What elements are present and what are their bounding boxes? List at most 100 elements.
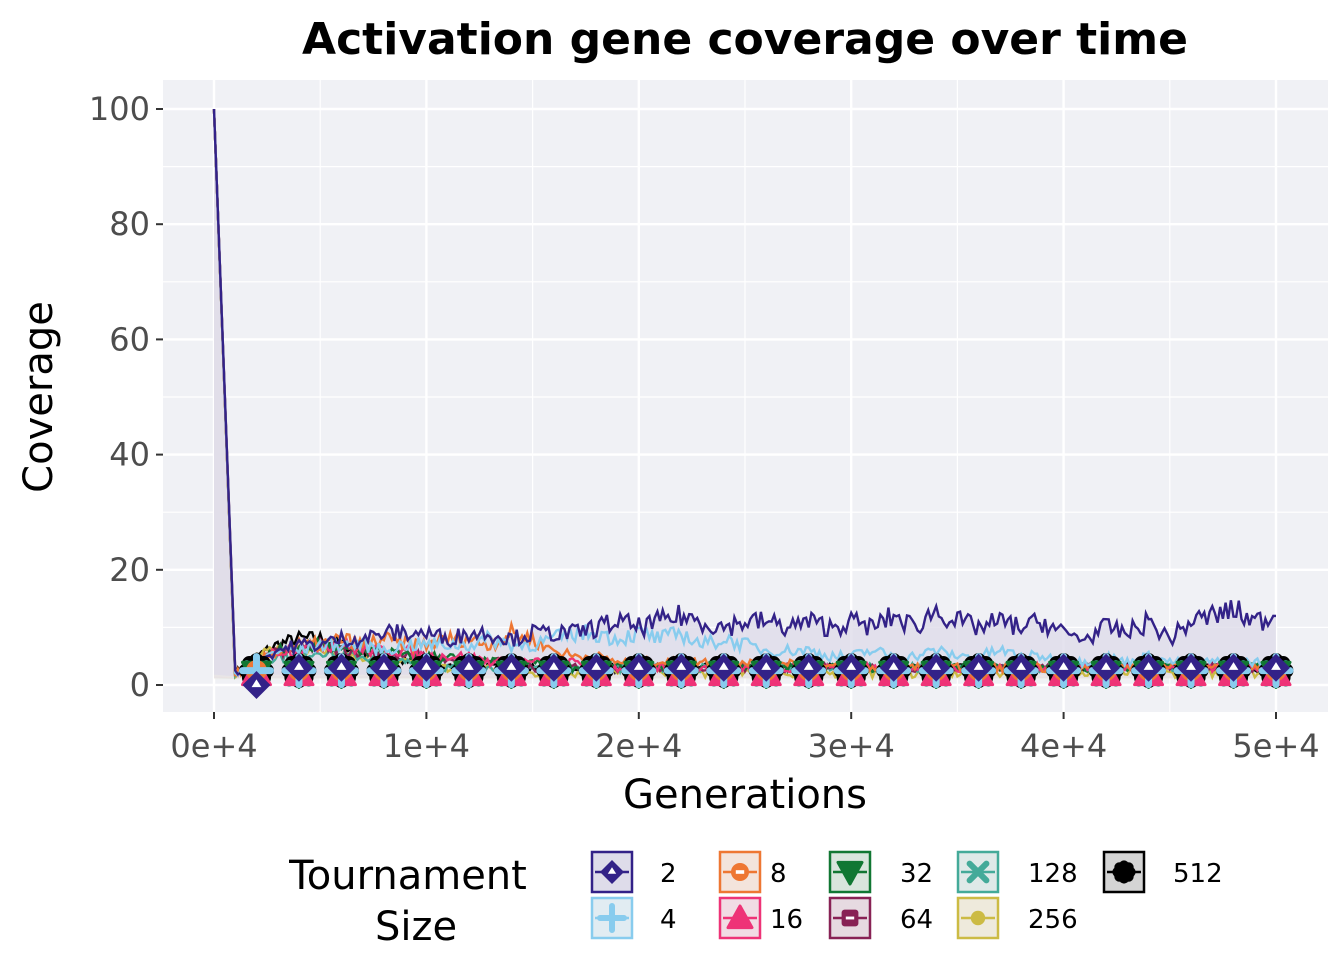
diamond-inner <box>973 662 984 670</box>
series-line-2 <box>212 108 1277 677</box>
marker-2 <box>497 653 526 682</box>
marker-2 <box>1092 653 1121 682</box>
marker-2 <box>1219 653 1248 682</box>
marker-2 <box>964 653 993 682</box>
diamond-inner <box>718 662 729 670</box>
legend-label-16: 16 <box>770 905 803 935</box>
marker-2 <box>539 653 568 682</box>
y-tick-label: 40 <box>109 436 150 474</box>
legend-key-32 <box>828 850 872 894</box>
diamond-inner <box>1271 662 1281 670</box>
plus-icon <box>597 903 627 933</box>
diamond-inner <box>379 662 389 670</box>
marker-2 <box>624 653 653 682</box>
circle-inner <box>735 870 745 874</box>
y-tick-label: 60 <box>109 320 150 358</box>
flower-icon <box>1112 860 1136 884</box>
legend-title-line-2: Size <box>375 904 457 950</box>
square-inner <box>845 916 855 920</box>
diamond-inner <box>761 662 772 670</box>
marker-2 <box>284 653 313 682</box>
marker-2 <box>242 671 271 699</box>
marker-2 <box>582 653 611 682</box>
diamond-inner <box>294 662 304 670</box>
legend-label-32: 32 <box>900 859 933 889</box>
series-markers <box>238 653 1294 699</box>
flower-icon <box>1116 864 1132 880</box>
diamond-inner <box>548 662 559 670</box>
legend-key-8 <box>718 850 762 894</box>
marker-2 <box>922 653 951 682</box>
chart-title: Activation gene coverage over time <box>302 14 1188 65</box>
diamond-inner <box>1016 662 1027 670</box>
legend: 2 4 8 16 32 64 128 256 512 <box>590 850 1223 940</box>
marker-2 <box>412 653 441 682</box>
x-tick-label: 0e+4 <box>170 727 257 765</box>
legend-key-2 <box>590 850 634 894</box>
marker-2 <box>327 653 356 682</box>
legend-label-128: 128 <box>1028 859 1078 889</box>
grid <box>163 80 1328 712</box>
cross-icon <box>966 860 990 884</box>
plus-icon <box>597 903 627 933</box>
x-tick-label: 1e+4 <box>383 727 470 765</box>
diamond-inner <box>591 662 602 670</box>
diamond-inner <box>676 662 687 670</box>
marker-2 <box>667 653 696 682</box>
y-tick-label: 80 <box>109 205 150 243</box>
diamond-inner <box>506 662 517 670</box>
x-tick-label: 2e+4 <box>595 727 682 765</box>
diamond-inner <box>336 662 347 670</box>
tick-labels: 0e+4 1e+4 2e+4 3e+4 4e+4 5e+4 0 20 40 60 80 100 <box>89 90 1320 765</box>
diamond-inner <box>1101 662 1111 670</box>
legend-key-16 <box>718 896 762 940</box>
x-tick-label: 5e+4 <box>1232 727 1319 765</box>
triangle-icon <box>726 904 754 930</box>
legend-title-line-1: Tournament <box>288 853 527 899</box>
diamond-icon <box>600 860 624 884</box>
legend-label-2: 2 <box>660 859 677 889</box>
marker-2 <box>837 653 866 682</box>
square-icon <box>841 909 859 927</box>
marker-2 <box>1049 653 1078 682</box>
diamond-inner <box>607 867 617 874</box>
dot-icon <box>970 910 986 926</box>
legend-key-64 <box>828 896 872 940</box>
y-axis-title: Coverage <box>16 301 62 493</box>
diamond-inner <box>421 662 432 670</box>
marker-2 <box>1262 653 1290 682</box>
legend-key-512 <box>1102 850 1146 894</box>
y-tick-label: 0 <box>130 666 150 704</box>
x-tick-label: 3e+4 <box>808 727 895 765</box>
marker-2 <box>454 653 483 682</box>
dot-icon <box>970 910 986 926</box>
x-axis-title: Generations <box>623 772 867 818</box>
legend-label-4: 4 <box>660 905 677 935</box>
x-tick-label: 4e+4 <box>1020 727 1107 765</box>
diamond-inner <box>1143 662 1154 670</box>
legend-label-8: 8 <box>770 859 787 889</box>
marker-2 <box>369 653 398 682</box>
triangle-icon <box>726 904 754 930</box>
cross-icon <box>966 860 990 884</box>
marker-2 <box>709 653 738 682</box>
marker-2 <box>1007 653 1036 682</box>
triangle-down-icon <box>836 860 864 886</box>
diamond-inner <box>633 662 644 670</box>
marker-2 <box>794 653 823 682</box>
diamond-inner <box>931 662 942 670</box>
diamond-inner <box>803 662 814 670</box>
marker-2 <box>1134 653 1163 682</box>
diamond-inner <box>463 662 474 670</box>
legend-key-256 <box>956 896 1000 940</box>
diamond-inner <box>846 662 857 670</box>
legend-label-256: 256 <box>1028 905 1078 935</box>
y-tick-label: 100 <box>89 90 150 128</box>
diamond-inner <box>888 662 899 670</box>
marker-2 <box>879 653 908 682</box>
legend-key-4 <box>590 896 634 940</box>
marker-2 <box>752 653 781 682</box>
diamond-inner <box>1228 662 1239 670</box>
triangle-down-icon <box>836 860 864 886</box>
